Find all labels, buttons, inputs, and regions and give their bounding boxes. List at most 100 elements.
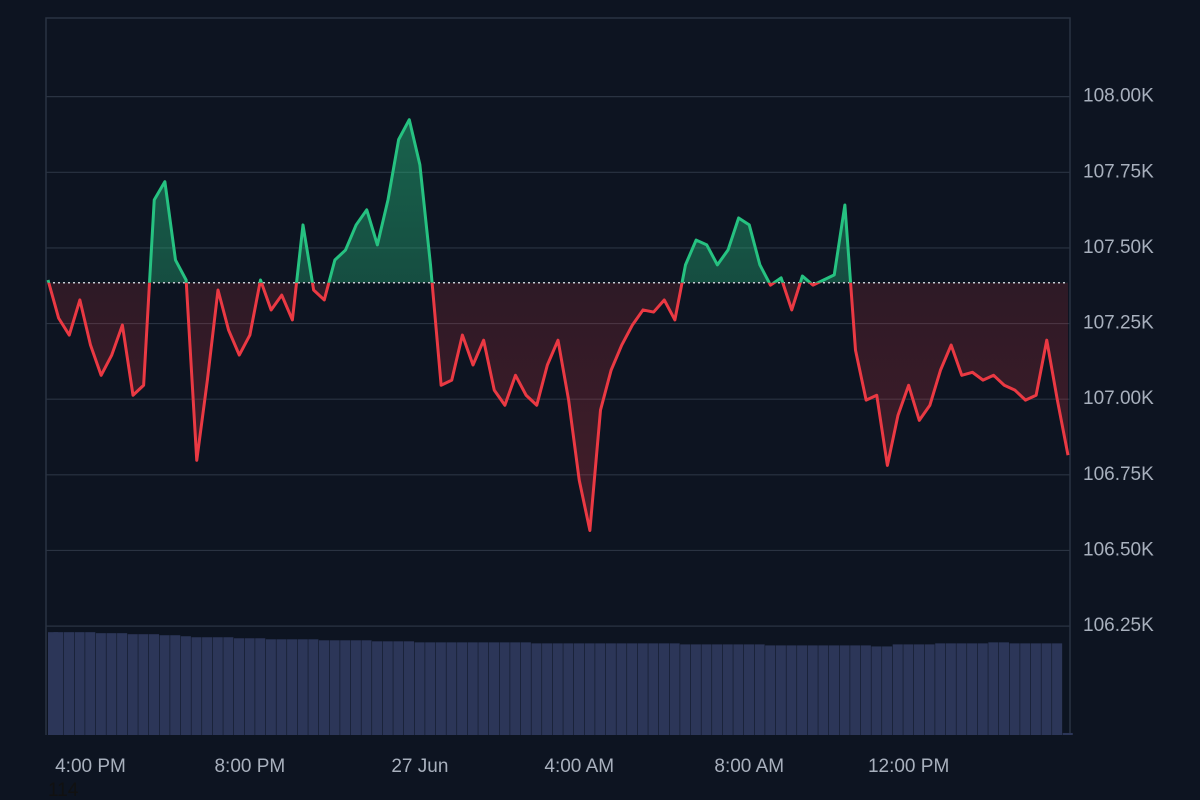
volume-bar	[616, 643, 627, 735]
volume-bar	[403, 641, 415, 735]
volume-bar	[701, 644, 712, 735]
y-tick-label: 107.00K	[1083, 388, 1154, 409]
volume-bar	[850, 645, 861, 735]
volume-bar	[637, 643, 648, 735]
volume-bar	[74, 632, 85, 735]
y-tick-label: 108.00K	[1083, 86, 1154, 107]
volume-bar	[584, 643, 595, 735]
footer-label: 114	[48, 780, 79, 800]
volume-bar	[159, 635, 170, 735]
volume-bar	[53, 632, 64, 735]
x-tick-label: 8:00 AM	[714, 756, 784, 777]
volume-bar	[903, 644, 914, 735]
volume-bar	[956, 643, 967, 735]
volume-bar	[765, 645, 776, 735]
x-tick-label: 27 Jun	[391, 756, 448, 777]
volume-bar	[882, 646, 893, 735]
volume-bar	[467, 642, 478, 735]
volume-bar	[276, 639, 287, 735]
volume-bar	[287, 639, 298, 735]
volume-bar	[233, 638, 245, 735]
volume-bar	[807, 645, 818, 735]
volume-bar	[1009, 643, 1020, 735]
volume-bar	[223, 637, 234, 735]
y-tick-label: 106.75K	[1083, 464, 1154, 485]
volume-bar	[743, 644, 755, 735]
volume-bar	[318, 640, 330, 735]
volume-bar	[712, 644, 723, 735]
volume-bar	[520, 642, 531, 735]
volume-bar	[478, 642, 489, 735]
volume-bar	[510, 642, 521, 735]
price-line-below	[47, 282, 1070, 532]
volume-bar	[499, 642, 510, 735]
volume-bar	[627, 643, 638, 735]
y-tick-label: 106.25K	[1083, 615, 1154, 636]
y-tick-label: 106.50K	[1083, 539, 1154, 560]
volume-bar	[786, 645, 797, 735]
volume-bar	[531, 643, 542, 735]
volume-bar	[658, 643, 670, 735]
volume-bar	[797, 645, 808, 735]
volume-bar	[722, 644, 733, 735]
volume-bar	[106, 633, 117, 735]
volume-bar	[988, 642, 999, 735]
volume-bar	[552, 643, 563, 735]
volume-bar	[446, 642, 457, 735]
volume-bar	[63, 632, 75, 735]
volume-bar	[839, 645, 850, 735]
volume-bar	[202, 637, 213, 735]
volume-bar	[329, 640, 340, 735]
volume-bar	[191, 637, 202, 735]
volume-bar	[563, 643, 574, 735]
volume-bar	[1030, 643, 1041, 735]
volume-bar	[998, 642, 1010, 735]
volume-bar	[361, 640, 372, 735]
volume-bar	[945, 643, 956, 735]
area-below	[48, 282, 1068, 531]
volume-bar	[435, 642, 446, 735]
volume-bar	[924, 644, 935, 735]
area-above	[48, 119, 1068, 283]
x-tick-label: 12:00 PM	[868, 756, 949, 777]
volume-bar	[605, 643, 616, 735]
volume-bar	[372, 641, 383, 735]
volume-bar	[95, 633, 106, 735]
volume-bar	[1052, 643, 1063, 735]
volume-bar	[340, 640, 351, 735]
volume-bar	[1020, 643, 1031, 735]
y-tick-label: 107.25K	[1083, 313, 1154, 334]
volume-bar	[48, 632, 59, 735]
volume-bar	[690, 644, 701, 735]
volume-bar	[913, 644, 925, 735]
volume-bar	[871, 646, 882, 735]
y-tick-label: 107.75K	[1083, 161, 1154, 182]
volume-bar	[393, 641, 404, 735]
volume-bar	[457, 642, 468, 735]
volume-bar	[977, 643, 988, 735]
volume-bar	[255, 638, 266, 735]
volume-bar	[595, 643, 606, 735]
volume-bar	[414, 642, 425, 735]
volume-bar	[244, 638, 255, 735]
volume-bar	[733, 644, 744, 735]
volume-bar	[180, 636, 191, 735]
volume-bar	[1041, 643, 1052, 735]
volume-bar	[818, 645, 829, 735]
volume-bar	[138, 634, 149, 735]
volume-bar	[488, 642, 500, 735]
volume-bar	[85, 632, 96, 735]
volume-bar	[308, 639, 319, 735]
volume-bar	[148, 634, 160, 735]
y-tick-label: 107.50K	[1083, 237, 1154, 258]
volume-bar	[542, 643, 553, 735]
volume-bar	[669, 643, 680, 735]
volume-bar	[754, 644, 765, 735]
volume-bar	[892, 644, 903, 735]
volume-bar	[935, 643, 946, 735]
plot-frame	[45, 17, 1071, 735]
volume-bar	[265, 639, 276, 735]
volume-bar	[828, 645, 840, 735]
volume-bar	[117, 633, 128, 735]
volume-bar	[775, 645, 786, 735]
